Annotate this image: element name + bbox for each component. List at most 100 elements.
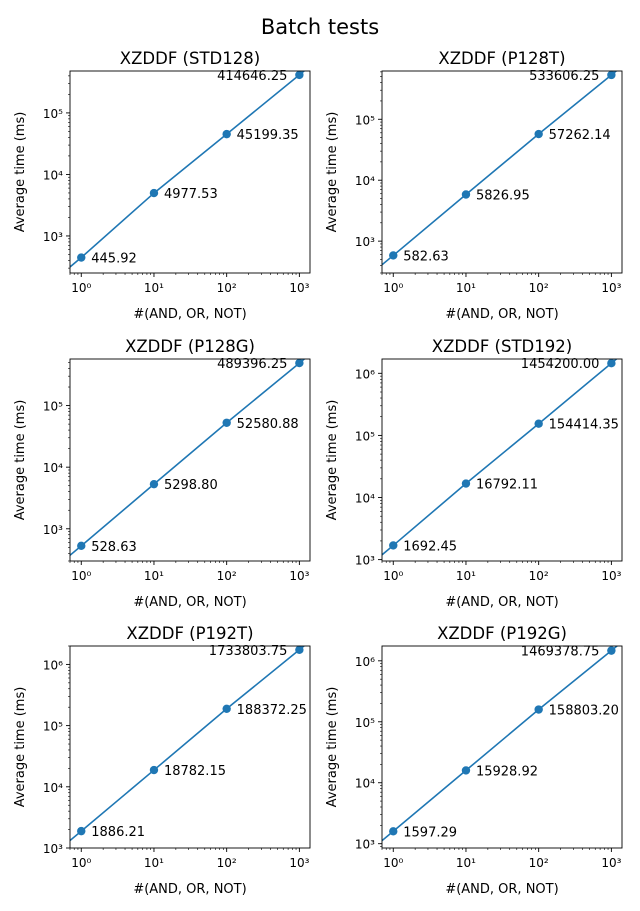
data-point <box>149 188 159 198</box>
y-tick-label: 10⁵ <box>43 400 63 414</box>
data-point <box>534 705 543 714</box>
plot-frame <box>381 70 623 274</box>
x-tick-label: 10² <box>217 856 237 870</box>
chart-panel-5: XZDDF (P192T) 1886.21 18782.15 188372.25 173… <box>13 624 311 897</box>
chart-panel-3: XZDDF (P128G) 528.63 5298.80 52580.88 489396… <box>13 337 311 610</box>
data-point <box>389 251 398 260</box>
y-tick-label: 10⁴ <box>43 168 63 182</box>
y-tick-label: 10⁵ <box>355 716 375 730</box>
y-tick-label: 10⁴ <box>355 492 375 506</box>
chart-title: XZDDF (P192G) <box>437 624 567 643</box>
data-point <box>607 359 616 368</box>
x-axis-label: #(AND, OR, NOT) <box>445 882 558 897</box>
x-tick-label: 10⁰ <box>383 856 403 870</box>
data-label: 52580.88 <box>237 417 299 432</box>
plot-frame <box>381 358 623 562</box>
y-tick-label: 10⁶ <box>43 658 63 672</box>
data-label: 1692.45 <box>403 539 457 554</box>
x-tick-label: 10² <box>217 281 237 295</box>
y-tick-label: 10⁵ <box>355 429 375 443</box>
x-tick-label: 10⁰ <box>383 281 403 295</box>
x-tick-label: 10³ <box>289 569 309 583</box>
y-tick-label: 10⁴ <box>43 781 63 795</box>
chart-title: XZDDF (P128T) <box>438 49 565 68</box>
chart-panel-4: XZDDF (STD192) 1692.45 16792.11 154414.35 14… <box>325 337 623 610</box>
data-label: 154414.35 <box>549 418 619 433</box>
y-tick-label: 10⁴ <box>355 777 375 791</box>
y-tick-label: 10⁴ <box>43 461 63 475</box>
data-label: 1597.29 <box>403 825 457 840</box>
data-point <box>534 419 543 428</box>
chart-title: XZDDF (STD128) <box>120 49 260 68</box>
chart-panel-6: XZDDF (P192G) 1597.29 15928.92 158803.20 146… <box>325 624 623 897</box>
x-tick-label: 10¹ <box>456 281 476 295</box>
series-line <box>70 71 306 268</box>
y-tick-label: 10⁶ <box>355 655 375 669</box>
data-label: 1469378.75 <box>521 645 600 660</box>
data-label: 4977.53 <box>164 187 218 202</box>
data-label: 1886.21 <box>91 825 145 840</box>
y-axis-label: Average time (ms) <box>325 687 340 808</box>
figure-title: Batch tests <box>261 15 379 39</box>
x-tick-label: 10⁰ <box>71 856 91 870</box>
plot-frame <box>69 70 311 274</box>
data-point <box>149 765 159 775</box>
chart-title: XZDDF (P128G) <box>125 337 255 356</box>
x-tick-label: 10³ <box>601 281 621 295</box>
x-tick-label: 10³ <box>601 856 621 870</box>
x-axis-label: #(AND, OR, NOT) <box>445 307 558 322</box>
x-tick-label: 10² <box>529 569 549 583</box>
data-point <box>77 541 86 551</box>
data-label: 45199.35 <box>237 128 299 143</box>
y-axis-label: Average time (ms) <box>13 112 28 233</box>
y-tick-label: 10⁵ <box>355 113 375 127</box>
y-tick-label: 10³ <box>43 842 63 856</box>
y-tick-label: 10³ <box>355 235 375 249</box>
y-tick-label: 10⁶ <box>355 367 375 381</box>
data-label: 582.63 <box>403 249 449 264</box>
x-tick-label: 10³ <box>289 281 309 295</box>
data-point <box>295 645 304 654</box>
data-label: 414646.25 <box>217 69 287 84</box>
data-point <box>607 70 616 80</box>
x-axis-label: #(AND, OR, NOT) <box>133 307 246 322</box>
x-tick-label: 10¹ <box>144 856 164 870</box>
series-line <box>382 359 618 556</box>
plot-frame <box>381 645 623 849</box>
y-tick-label: 10⁵ <box>43 107 63 121</box>
data-label: 489396.25 <box>217 357 287 372</box>
y-axis-label: Average time (ms) <box>325 112 340 233</box>
data-point <box>534 129 543 139</box>
x-tick-label: 10³ <box>601 569 621 583</box>
data-point <box>222 129 231 139</box>
y-axis-label: Average time (ms) <box>13 400 28 521</box>
data-label: 57262.14 <box>549 128 611 143</box>
data-label: 528.63 <box>91 540 137 555</box>
data-point <box>77 826 86 836</box>
data-label: 5298.80 <box>164 478 218 493</box>
x-tick-label: 10¹ <box>456 569 476 583</box>
series-line <box>70 359 306 556</box>
y-tick-label: 10³ <box>355 554 375 568</box>
x-tick-label: 10² <box>529 281 549 295</box>
data-point <box>461 479 471 488</box>
x-axis-label: #(AND, OR, NOT) <box>445 595 558 610</box>
data-label: 158803.20 <box>549 704 619 719</box>
data-point <box>461 766 471 775</box>
series-line <box>70 646 306 842</box>
y-tick-label: 10³ <box>43 523 63 537</box>
data-point <box>222 418 231 427</box>
x-tick-label: 10³ <box>289 856 309 870</box>
data-label: 15928.92 <box>476 764 538 779</box>
series-line <box>382 71 618 266</box>
data-point <box>295 70 304 80</box>
data-label: 18782.15 <box>164 764 226 779</box>
chart-panel-2: XZDDF (P128T) 582.63 5826.95 57262.14 533606… <box>325 49 623 322</box>
chart-panel-1: XZDDF (STD128) 445.92 4977.53 45199.35 41464… <box>13 49 311 322</box>
data-point <box>295 358 304 368</box>
data-point <box>77 253 86 262</box>
x-axis-label: #(AND, OR, NOT) <box>133 595 246 610</box>
data-label: 1454200.00 <box>521 357 600 372</box>
y-tick-label: 10⁵ <box>43 720 63 734</box>
